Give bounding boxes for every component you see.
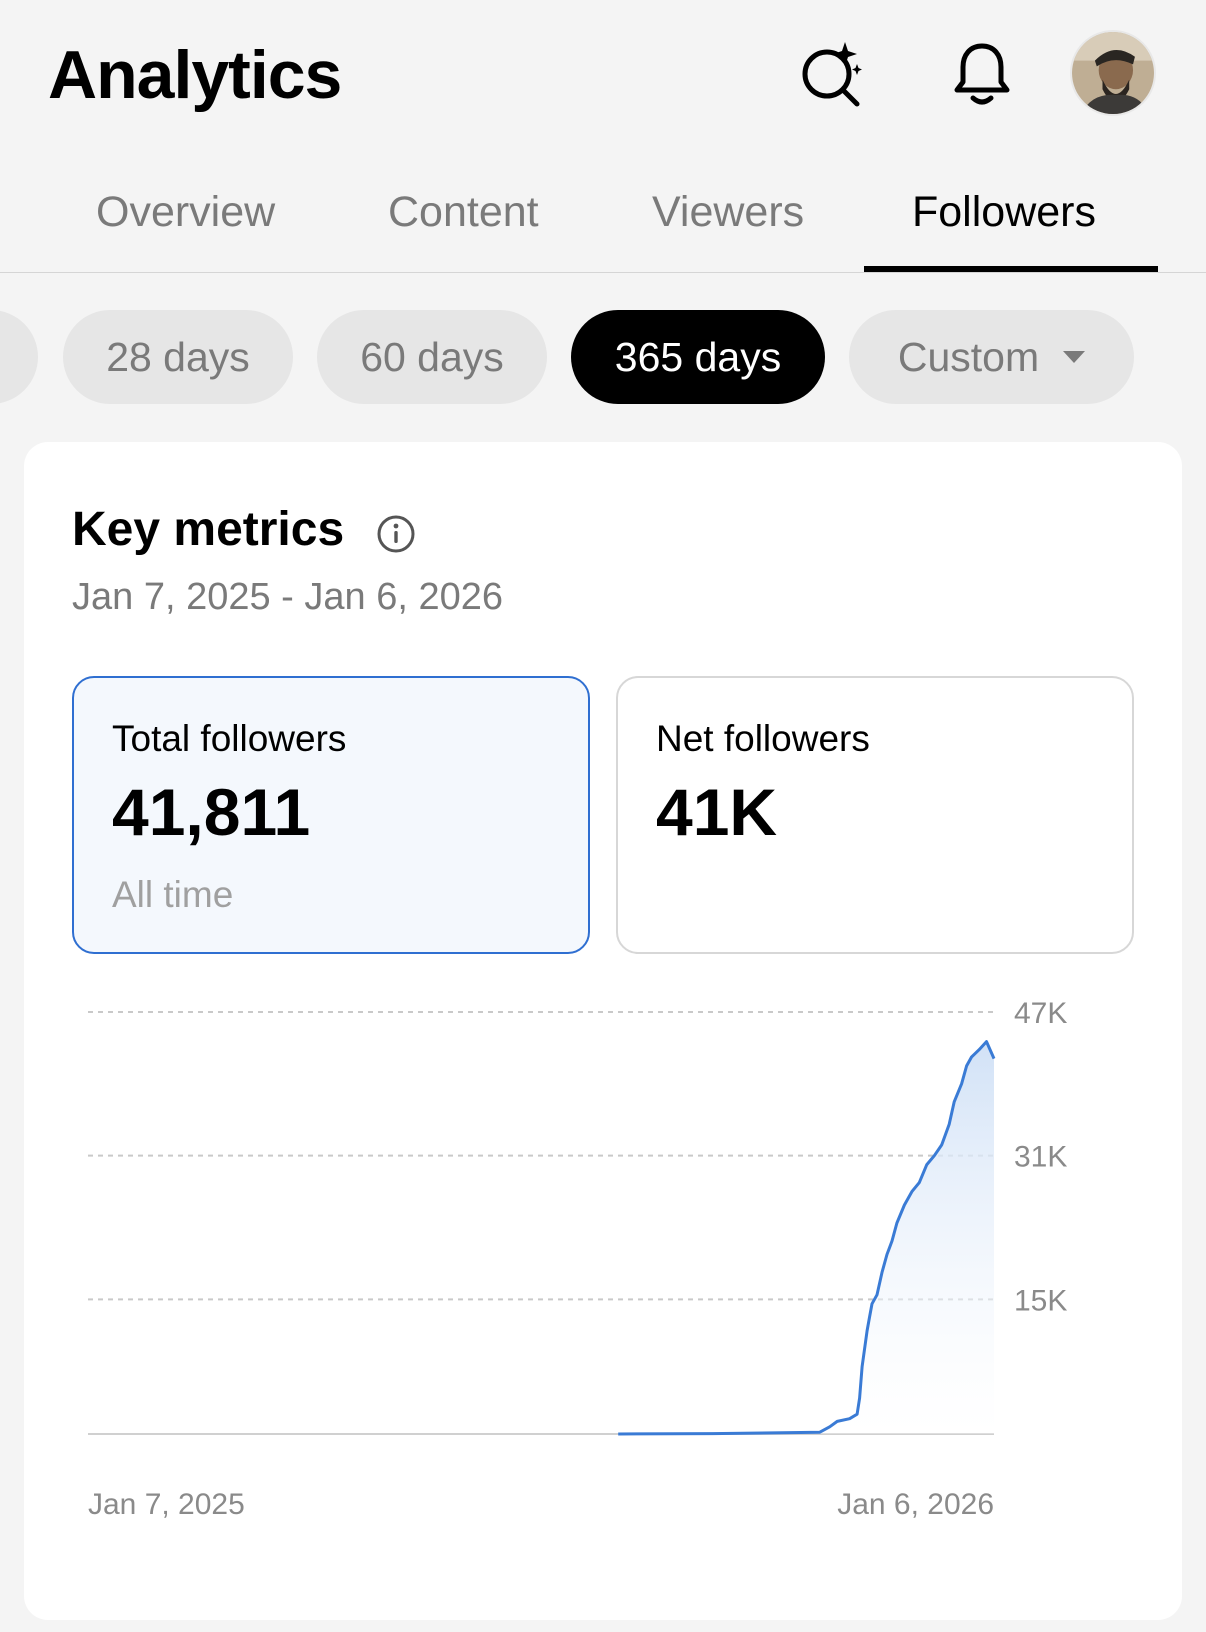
tab-viewers[interactable]: Viewers [652,188,805,236]
key-metrics-card: Key metrics Jan 7, 2025 - Jan 6, 2026 To… [24,442,1182,1620]
followers-line [618,1040,996,1436]
y-tick-label: 15K [1014,1284,1067,1317]
x-tick-label: Jan 7, 2025 [88,1488,245,1521]
followers-chart-svg: 47K 31K 15K Jan 7, 2025 Jan 6, 2026 [88,1002,1067,1521]
page-title: Analytics [48,37,342,113]
metric-value: 41,811 [112,775,311,849]
active-tab-indicator [864,266,1158,272]
app-header: Analytics [0,0,1206,160]
range-60-days[interactable]: 60 days [317,310,547,404]
followers-chart: 47K 31K 15K Jan 7, 2025 Jan 6, 2026 [24,1002,1182,1602]
metric-period: All time [112,874,234,915]
date-range-label: Jan 7, 2025 - Jan 6, 2026 [72,576,503,618]
ai-search-icon[interactable] [795,38,867,110]
user-avatar[interactable] [1070,30,1156,116]
range-custom[interactable]: Custom [849,310,1134,404]
info-icon[interactable] [376,514,416,554]
metric-label: Total followers [112,718,347,759]
metric-total-followers[interactable]: Total followers 41,811 All time [72,676,590,954]
range-365-days[interactable]: 365 days [571,310,825,404]
tab-content[interactable]: Content [388,188,539,236]
x-tick-label: Jan 6, 2026 [837,1488,994,1521]
metric-net-followers[interactable]: Net followers 41K [616,676,1134,954]
key-metrics-title: Key metrics [72,503,345,556]
range-28-days[interactable]: 28 days [63,310,293,404]
tab-overview[interactable]: Overview [96,188,276,236]
metric-value: 41K [656,775,778,849]
range-custom-label: Custom [897,334,1040,380]
y-tick-label: 47K [1014,1002,1067,1030]
followers-area [618,1041,994,1434]
bell-icon[interactable] [946,38,1018,110]
date-range-selector: 28 days 60 days 365 days Custom [0,310,1206,406]
tab-followers[interactable]: Followers [912,188,1096,236]
metric-label: Net followers [656,718,870,759]
y-tick-label: 31K [1014,1141,1067,1174]
range-pill-hidden[interactable] [0,310,38,404]
caret-down-icon [1063,351,1086,364]
analytics-tabs: Overview Content Viewers Followers [0,172,1206,273]
